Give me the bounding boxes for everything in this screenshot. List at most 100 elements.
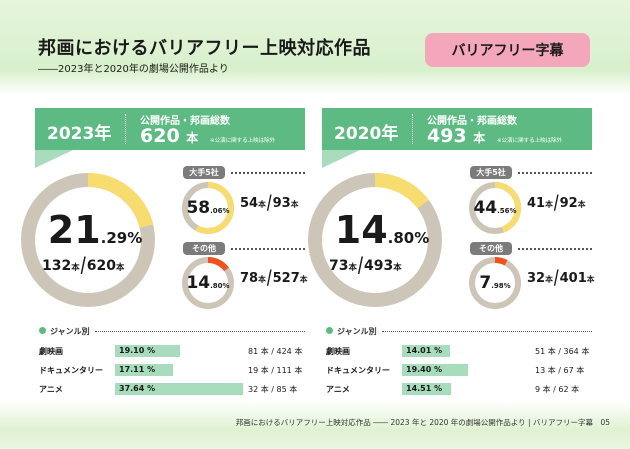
dotted-line <box>382 331 592 332</box>
genre-bar: 14.01 % <box>402 345 450 357</box>
genre-label: ジャンル別 <box>50 327 90 336</box>
slash: / <box>80 254 86 278</box>
overall-percent: 14.80% <box>322 211 442 249</box>
year-panel-0: 2023年 公開作品・邦画総数 620 本 ※公演に関する上映は除外 21.29% 132… <box>21 0 315 449</box>
unit: 本 <box>290 200 299 209</box>
unit: 本 <box>258 275 266 284</box>
pct-int: 7 <box>479 273 492 293</box>
genre-bar: 17.11 % <box>115 364 174 376</box>
pct-int: 14 <box>186 273 211 293</box>
major-donut <box>182 182 234 234</box>
major-percent: 44.56% <box>469 200 521 217</box>
other-fraction: 32本/401本 <box>527 267 595 290</box>
dotted-line <box>518 172 592 174</box>
unit: 本 <box>299 275 308 284</box>
dotted-line <box>518 248 592 250</box>
count: 73 <box>329 258 349 274</box>
panel-header: 2020年 公開作品・邦画総数 493 本 ※公演に関する上映は除外 <box>322 108 592 150</box>
pct-int: 21 <box>47 208 101 252</box>
unit: 本 <box>545 275 553 284</box>
genre-counts: 51 本 / 364 本 <box>535 347 590 356</box>
unit: 本 <box>348 262 357 272</box>
genre-counts: 32 本 / 85 本 <box>248 385 298 394</box>
genre-heading: ジャンル別 <box>326 326 377 337</box>
count: 41 <box>527 196 546 211</box>
slash: / <box>357 254 363 278</box>
genre-label: ジャンル別 <box>337 327 377 336</box>
total-count: 620 本 <box>140 125 198 147</box>
count: 78 <box>240 271 259 286</box>
genre-heading: ジャンル別 <box>39 326 90 337</box>
overall-donut <box>308 173 442 307</box>
green-dot-icon <box>326 327 333 334</box>
category-tag: バリアフリー字幕 <box>425 33 590 67</box>
page-subtitle: ――2023年と2020年の劇場公開作品より <box>38 64 229 75</box>
pct-dec: .56% <box>497 207 517 215</box>
total: 620 <box>86 258 116 274</box>
year-label: 2020年 <box>334 124 399 144</box>
other-donut-segment <box>182 257 234 309</box>
dotted-line <box>231 248 305 250</box>
divider <box>412 114 413 144</box>
major-badge: 大手5社 <box>183 166 225 179</box>
genre-counts: 81 本 / 424 本 <box>248 347 303 356</box>
pct-dec: .98% <box>491 282 511 290</box>
genre-counts: 9 本 / 62 本 <box>535 385 580 394</box>
other-donut <box>182 257 234 309</box>
unit: 本 <box>473 131 486 145</box>
other-percent: 14.80% <box>182 275 234 292</box>
footer: 邦画におけるバリアフリー上映対応作品 ―― 2023 年と 2020 年の劇場公… <box>235 418 610 427</box>
major-donut-segment <box>469 182 521 234</box>
unit: 本 <box>577 200 586 209</box>
pct-int: 44 <box>473 198 498 218</box>
genre-name: ドキュメンタリー <box>326 366 390 375</box>
genre-counts: 19 本 / 111 本 <box>248 366 303 375</box>
header-pointer <box>35 150 73 168</box>
genre-name: 劇映画 <box>326 347 350 356</box>
other-badge: その他 <box>183 242 225 255</box>
unit: 本 <box>545 200 553 209</box>
total: 401 <box>559 271 587 286</box>
green-dot-icon <box>39 327 46 334</box>
pct-dec: .29% <box>100 229 143 247</box>
total-value: 493 <box>427 125 474 147</box>
note: ※公演に関する上映は除外 <box>497 138 563 144</box>
pct-int: 58 <box>186 198 211 218</box>
genre-bar: 37.64 % <box>115 383 243 395</box>
genre-name: 劇映画 <box>39 347 63 356</box>
count: 32 <box>527 271 546 286</box>
total: 493 <box>363 258 394 274</box>
major-donut-segment <box>182 182 234 234</box>
overall-donut-segment <box>308 173 442 307</box>
other-badge: その他 <box>470 242 512 255</box>
total: 93 <box>272 196 291 211</box>
genre-bar: 19.10 % <box>115 345 180 357</box>
other-fraction: 78本/527本 <box>240 267 308 290</box>
overall-fraction: 132本/620本 <box>42 254 124 278</box>
major-percent: 58.06% <box>182 200 234 217</box>
major-donut <box>469 182 521 234</box>
genre-bar: 19.40 % <box>402 364 468 376</box>
genre-name: ドキュメンタリー <box>39 366 103 375</box>
genre-name: アニメ <box>326 385 350 394</box>
unit: 本 <box>71 262 80 272</box>
other-percent: 7.98% <box>469 275 521 292</box>
dotted-line <box>231 172 305 174</box>
major-fraction: 54本/93本 <box>240 192 299 215</box>
pct-dec: .80% <box>210 282 230 290</box>
count: 54 <box>240 196 259 211</box>
note: ※公演に関する上映は除外 <box>210 138 276 144</box>
slash: / <box>266 267 272 290</box>
year-panel-1: 2020年 公開作品・邦画総数 493 本 ※公演に関する上映は除外 14.80% 73本… <box>308 0 602 449</box>
unit: 本 <box>186 131 199 145</box>
overall-donut <box>21 173 155 307</box>
header-pointer <box>322 150 360 168</box>
total-value: 620 <box>140 125 187 147</box>
year-label: 2023年 <box>47 124 112 144</box>
dotted-line <box>95 331 305 332</box>
total: 92 <box>559 196 578 211</box>
slash: / <box>553 192 559 215</box>
slash: / <box>266 192 272 215</box>
page-title: 邦画におけるバリアフリー上映対応作品 <box>38 38 371 59</box>
genre-name: アニメ <box>39 385 63 394</box>
